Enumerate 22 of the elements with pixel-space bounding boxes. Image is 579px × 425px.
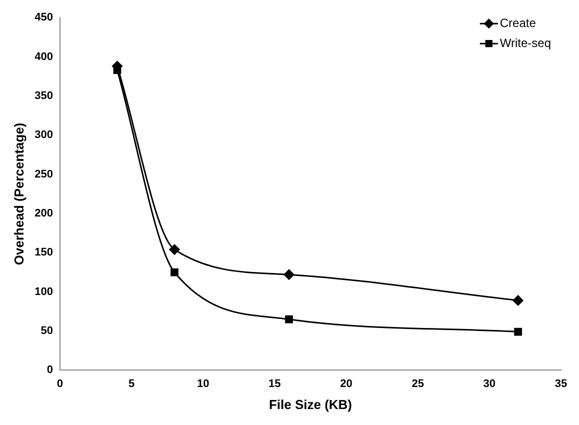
x-tick-label: 25: [412, 378, 424, 390]
y-tick-label: 50: [40, 325, 53, 338]
y-tick-label: 200: [34, 208, 53, 220]
legend-label: Write-seq: [500, 36, 551, 50]
x-tick-label: 5: [128, 378, 135, 390]
x-tick-label: 35: [554, 378, 568, 390]
x-tick-label: 15: [268, 378, 281, 390]
x-tick-label: 30: [483, 378, 496, 390]
x-tick-label: 0: [56, 378, 64, 390]
x-tick-label: 20: [340, 378, 352, 390]
y-tick-label: 250: [34, 168, 53, 180]
y-tick-label: 0: [46, 364, 53, 376]
y-tick-label: 100: [34, 286, 53, 298]
y-tick-label: 150: [34, 246, 53, 259]
legend-label: Create: [500, 16, 536, 30]
x-tick-label: 10: [196, 378, 210, 390]
y-tick-label: 400: [34, 50, 53, 63]
x-axis-title: File Size (KB): [268, 396, 352, 412]
y-axis-title: Overhead (Percentage): [11, 122, 26, 266]
y-tick-label: 450: [34, 12, 53, 24]
y-tick-label: 300: [34, 129, 53, 142]
y-tick-label: 350: [34, 90, 53, 102]
